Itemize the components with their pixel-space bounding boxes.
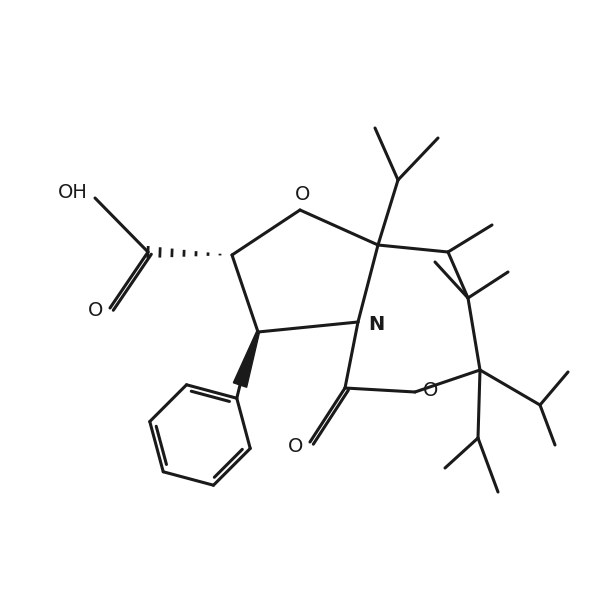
Text: N: N — [368, 314, 384, 334]
Text: O: O — [289, 437, 304, 455]
Text: OH: OH — [58, 184, 88, 202]
Text: O: O — [295, 185, 311, 203]
Text: O: O — [88, 301, 104, 319]
Text: O: O — [424, 380, 439, 400]
Polygon shape — [233, 332, 259, 387]
